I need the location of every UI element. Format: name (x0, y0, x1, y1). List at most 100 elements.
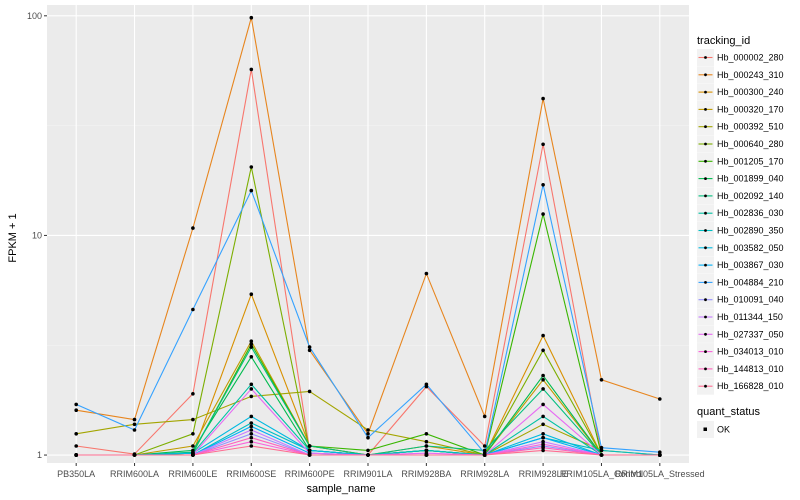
y-axis-ticks: 1 10 100 (27, 11, 47, 460)
data-point (249, 439, 254, 444)
data-point (249, 387, 254, 391)
legend-item: Hb_000002_280 (697, 49, 784, 66)
data-point (424, 439, 429, 444)
data-point (541, 435, 545, 440)
legend-key-point (704, 350, 707, 353)
data-point (541, 387, 545, 391)
legend-item: Hb_002890_350 (697, 222, 784, 239)
x-axis-ticks: PB350LA RRIM600LA RRIM600LE RRIM600SE RRIM60… (57, 463, 705, 479)
x-tick-label: PB350LA (57, 469, 95, 479)
legend-label: Hb_002836_030 (717, 208, 784, 218)
x-axis-title: sample_name (306, 483, 375, 495)
legend-label: Hb_003582_050 (717, 243, 784, 253)
data-point (599, 448, 604, 453)
legend-key-point (704, 108, 707, 111)
legend-item: Hb_011344_150 (697, 308, 783, 326)
legend-label: Hb_002890_350 (717, 226, 784, 236)
data-point (191, 417, 195, 422)
legend-label: Hb_010091_040 (717, 295, 784, 305)
legend-label: Hb_002092_140 (717, 191, 784, 201)
x-tick-label: RRIM901LA (343, 469, 392, 479)
data-point (249, 67, 254, 72)
legend-key-point (704, 177, 707, 181)
x-tick-label: RRIM928BA (401, 469, 451, 479)
legend-title: tracking_id (697, 35, 750, 47)
data-point (366, 453, 370, 457)
legend: tracking_id Hb_000002_280 Hb_000243_310 Hb… (697, 35, 784, 438)
legend-label: Hb_001205_170 (717, 156, 784, 166)
data-point (541, 96, 545, 101)
data-point (482, 448, 487, 453)
legend-item: Hb_000640_280 (697, 135, 784, 153)
legend-key-point (704, 56, 707, 59)
data-point (191, 444, 195, 448)
data-point (366, 435, 370, 440)
data-point (249, 394, 254, 399)
data-point (482, 453, 487, 457)
data-point (541, 432, 545, 436)
data-point (249, 428, 254, 432)
legend-item: Hb_010091_040 (697, 291, 784, 309)
legend-item: Hb_034013_010 (697, 343, 784, 361)
shape-legend-item: OK (697, 421, 730, 438)
x-tick-label: RRIM600LE (168, 469, 217, 479)
data-point (541, 142, 545, 147)
data-point (249, 15, 254, 20)
data-point (249, 345, 254, 349)
data-point (307, 444, 312, 448)
legend-item: Hb_000392_510 (697, 118, 784, 136)
data-point (424, 453, 429, 457)
data-point (132, 417, 137, 422)
x-tick-label: RRIM600LA (110, 469, 159, 479)
legend-key-point (704, 194, 707, 198)
legend-key-point (704, 263, 707, 267)
legend-key-point (704, 332, 707, 336)
legend-key-point (704, 211, 707, 215)
data-point (599, 378, 604, 382)
data-point (658, 450, 662, 455)
legend-key-point (704, 125, 707, 129)
data-point (599, 445, 604, 450)
legend-item: Hb_001205_170 (697, 152, 784, 170)
shape-legend-point (703, 427, 707, 431)
legend-key-point (704, 315, 707, 319)
data-point (307, 448, 312, 453)
y-axis-title: FPKM + 1 (7, 213, 19, 262)
legend-item: Hb_144813_010 (697, 360, 784, 378)
data-point (424, 448, 429, 453)
data-point (74, 432, 78, 436)
x-tick-label: RRIM600PE (285, 469, 335, 479)
legend-key-point (704, 281, 707, 284)
legend-label: Hb_000002_280 (717, 53, 784, 63)
data-point (191, 226, 195, 230)
data-point (366, 432, 370, 436)
data-point (191, 453, 195, 457)
data-point (249, 382, 254, 387)
data-point (541, 402, 545, 407)
data-point (249, 188, 254, 193)
data-point (74, 453, 78, 457)
legend-item: Hb_027337_050 (697, 325, 784, 343)
data-point (541, 442, 545, 447)
legend-key-point (704, 367, 707, 371)
legend-item: Hb_004884_210 (697, 273, 784, 291)
data-point (249, 165, 254, 169)
legend-key-point (704, 384, 707, 388)
legend-item: Hb_000243_310 (697, 66, 784, 84)
data-point (541, 422, 545, 427)
data-point (249, 444, 254, 448)
data-point (132, 422, 137, 427)
legend-key-point (704, 246, 707, 250)
legend-label: Hb_144813_010 (717, 364, 784, 374)
x-tick-label: RRIM928LA (460, 469, 509, 479)
legend-label: Hb_000243_310 (717, 70, 784, 80)
data-point (74, 444, 78, 448)
legend-item: Hb_003867_030 (697, 256, 784, 274)
data-point (658, 397, 662, 401)
data-point (541, 373, 545, 378)
data-point (249, 414, 254, 419)
data-point (424, 444, 429, 448)
legend-item: Hb_002092_140 (697, 187, 784, 205)
data-point (307, 453, 312, 457)
